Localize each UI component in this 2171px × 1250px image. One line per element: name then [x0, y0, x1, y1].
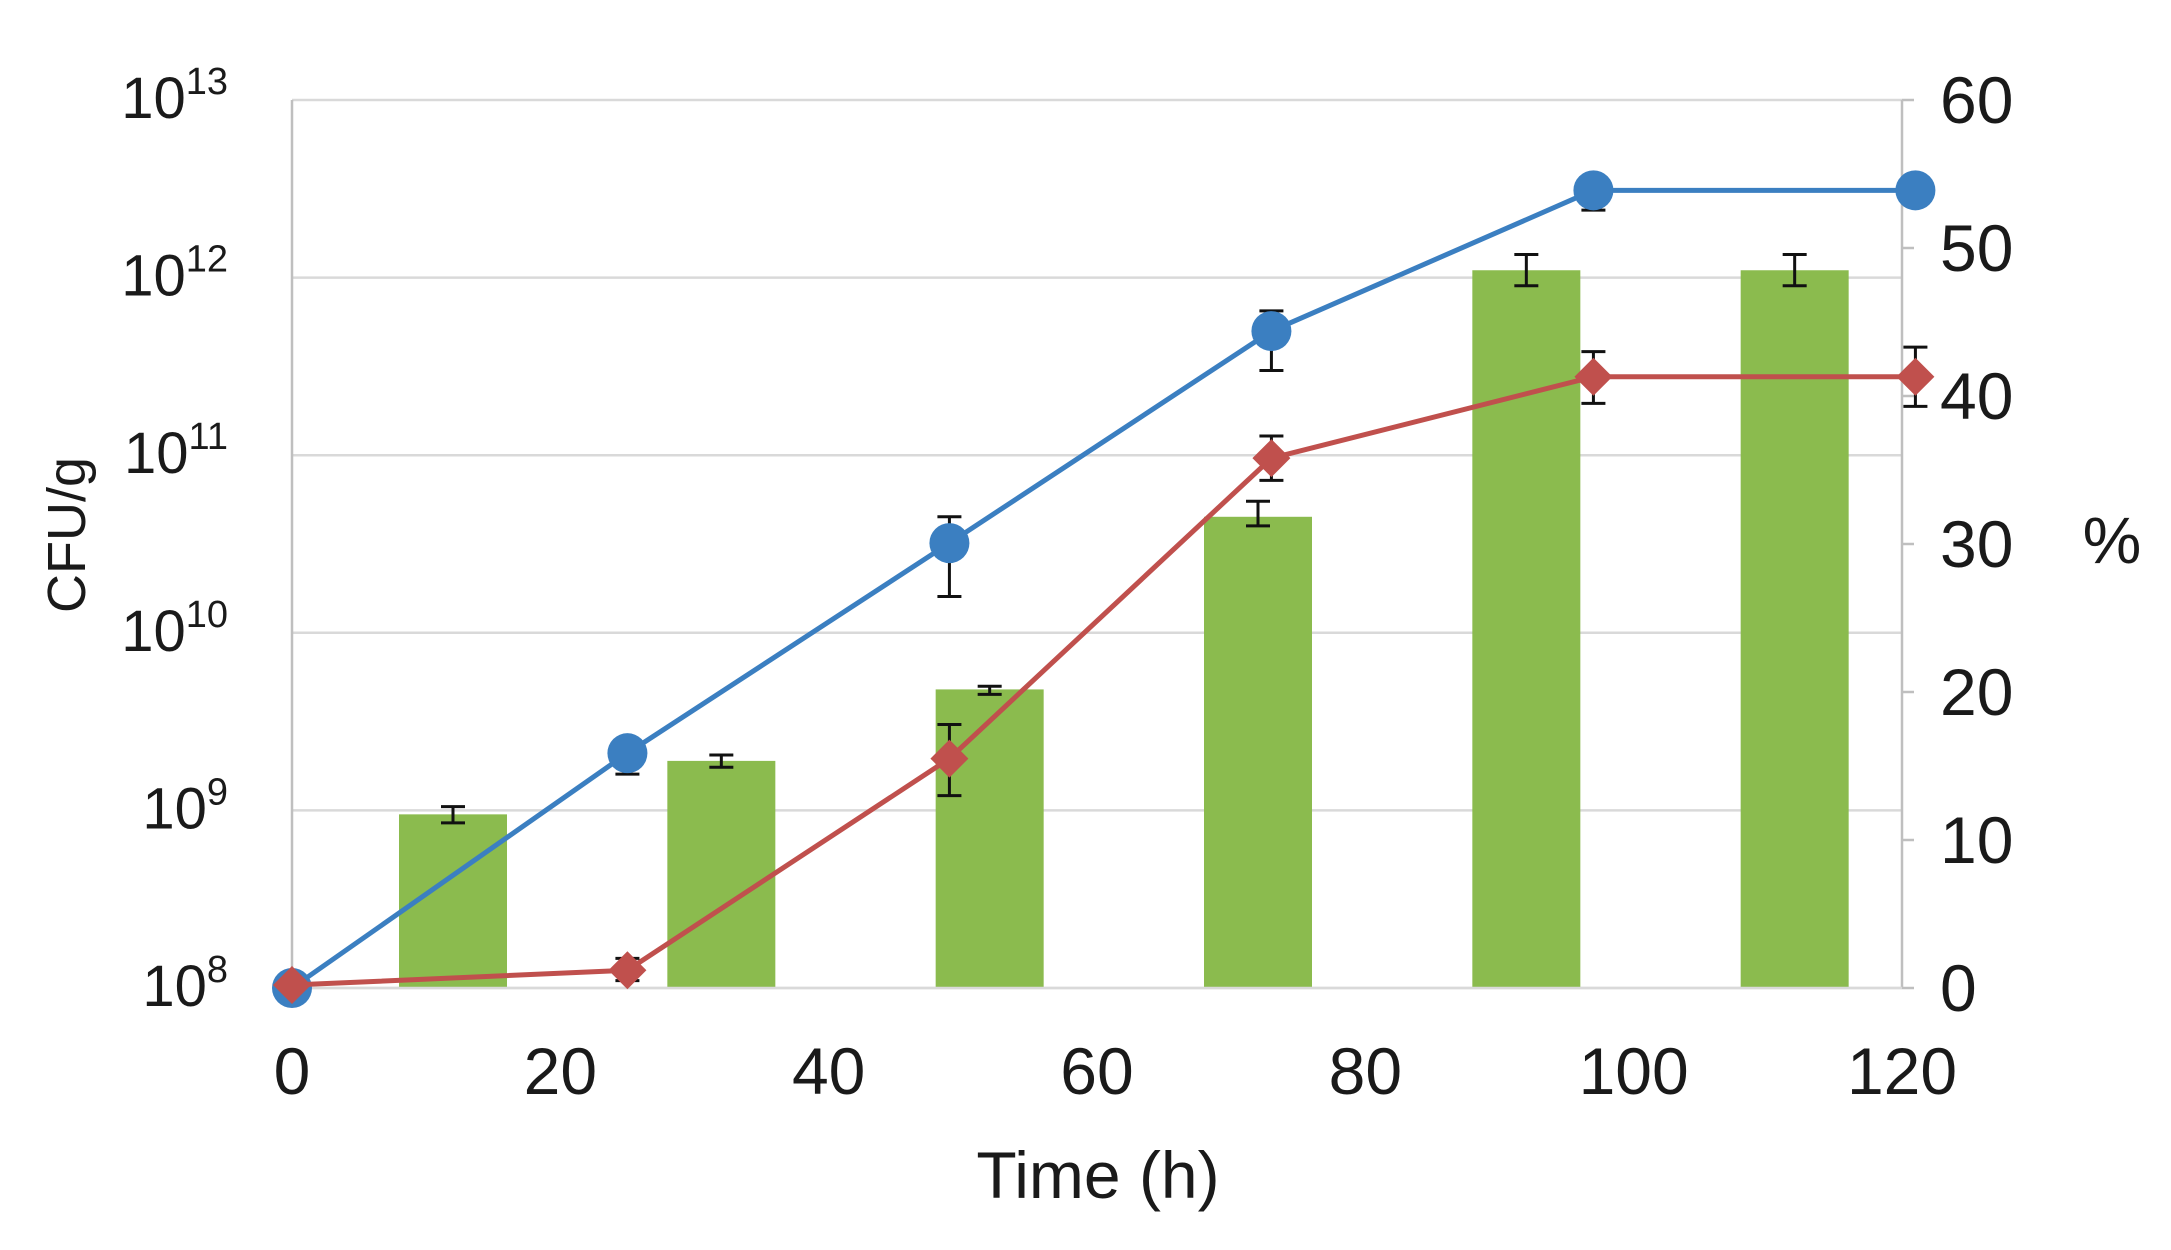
y-right-axis-title: % — [2083, 503, 2142, 577]
blue-data-point — [1573, 170, 1614, 211]
bar — [1204, 516, 1312, 988]
bar-series — [399, 252, 1849, 988]
gridlines — [292, 98, 1902, 990]
x-axis-title: Time (h) — [976, 1138, 1219, 1212]
y-left-axis-title: CFU/g — [37, 457, 97, 613]
y-right-tick-label: 20 — [1940, 655, 2013, 729]
bar — [935, 689, 1044, 988]
x-tick-label: 120 — [1847, 1034, 1957, 1108]
blue-data-point — [929, 523, 970, 564]
blue-data-point — [1895, 170, 1936, 211]
red-data-point — [1896, 357, 1935, 396]
red-data-point — [1574, 357, 1613, 396]
tick-labels: 108 109 1010 1011 1012 1013 0 10 20 30 40 50 60 0 20 40… — [121, 61, 2013, 1108]
y-left-tick-label: 1011 — [124, 416, 228, 486]
x-tick-label: 100 — [1579, 1034, 1689, 1108]
red-data-point — [608, 951, 647, 990]
bar — [1740, 270, 1849, 988]
blue-data-point — [607, 733, 648, 774]
x-tick-label: 20 — [524, 1034, 597, 1108]
x-tick-label: 40 — [792, 1034, 865, 1108]
y-right-tick-label: 60 — [1940, 63, 2013, 137]
blue-series-line — [290, 187, 1916, 991]
y-left-tick-label: 1012 — [121, 239, 228, 309]
bar — [1472, 270, 1581, 988]
bar — [667, 760, 776, 988]
y-left-tick-label: 108 — [142, 949, 228, 1019]
blue-data-point — [1251, 311, 1292, 352]
red-data-point — [1252, 439, 1291, 478]
y-right-tick-label: 0 — [1940, 951, 1977, 1025]
red-data-point — [930, 739, 969, 778]
y-left-tick-label: 109 — [142, 771, 228, 841]
x-tick-label: 60 — [1060, 1034, 1133, 1108]
y-right-tick-label: 10 — [1940, 803, 2013, 877]
y-right-tick-label: 30 — [1940, 507, 2013, 581]
y-right-tick-label: 40 — [1940, 359, 2013, 433]
x-tick-label: 80 — [1329, 1034, 1402, 1108]
axes — [290, 98, 1914, 990]
y-right-tick-label: 50 — [1940, 211, 2013, 285]
line-series — [272, 170, 1936, 1008]
y-left-tick-label: 1010 — [121, 594, 228, 664]
red-data-point — [273, 966, 311, 1005]
red-series-line — [291, 374, 1916, 988]
x-tick-label: 0 — [274, 1034, 311, 1108]
y-left-tick-label: 1013 — [121, 61, 228, 131]
